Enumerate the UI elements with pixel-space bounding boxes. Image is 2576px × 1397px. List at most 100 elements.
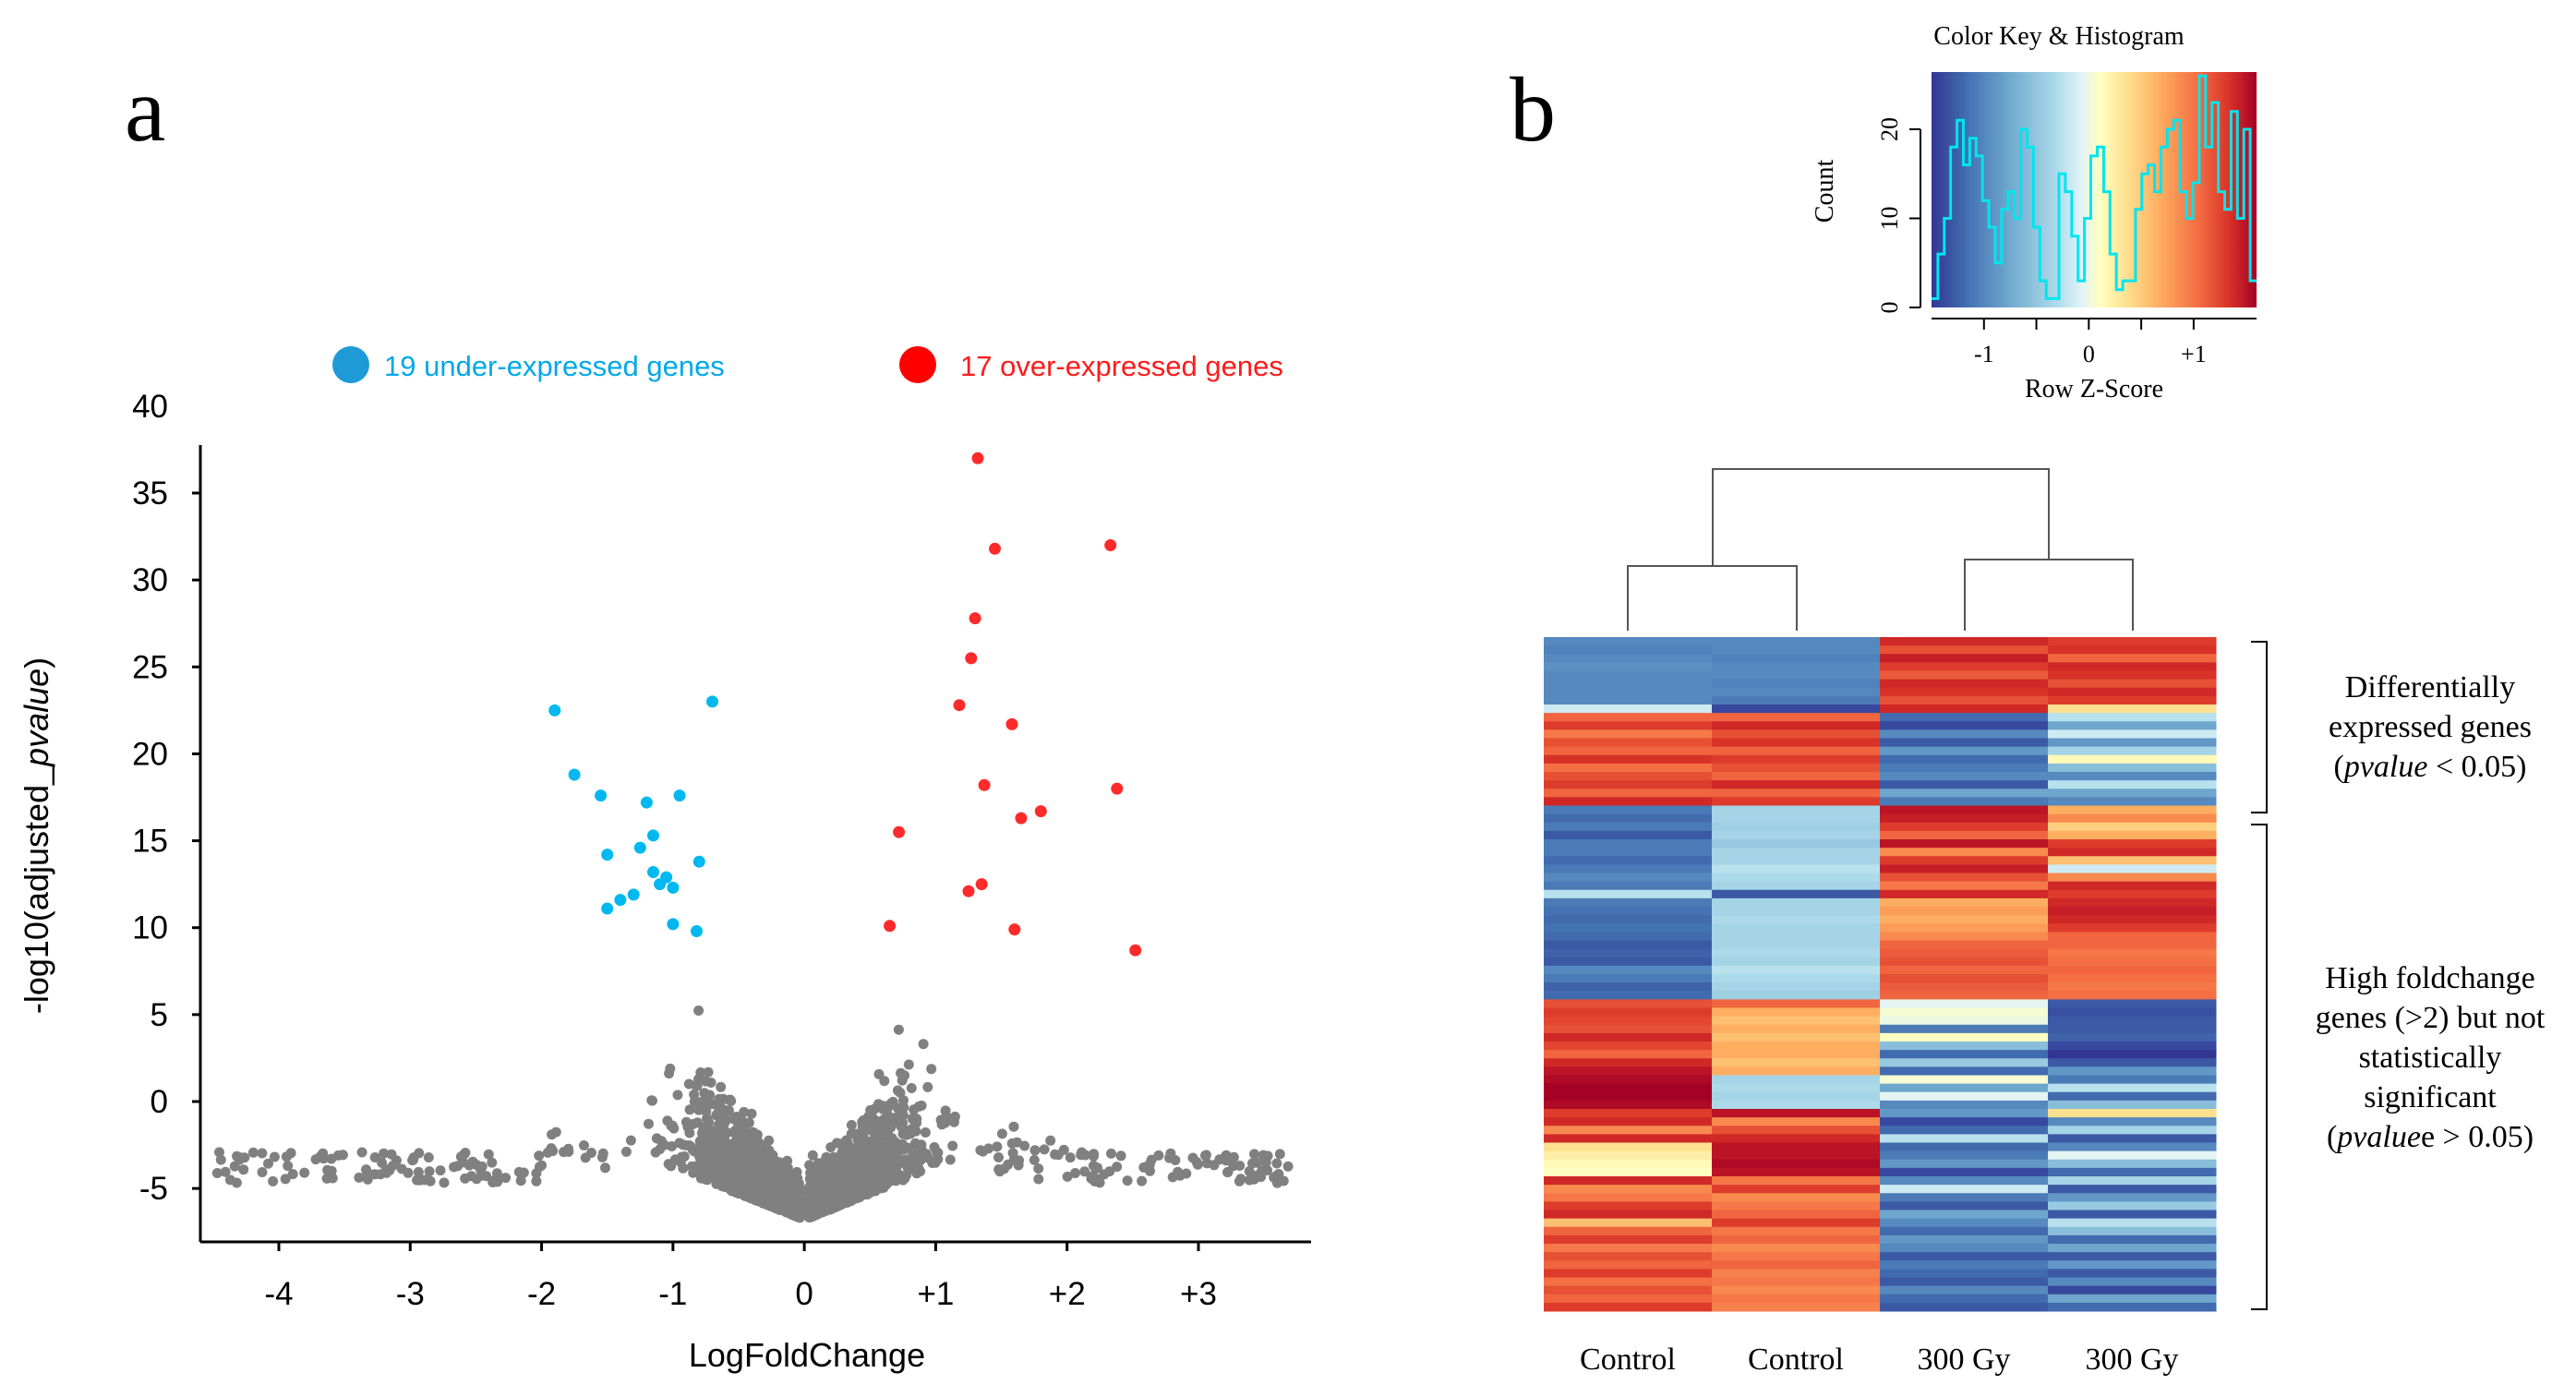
heatmap-cell [1544, 1201, 1713, 1211]
heatmap-cell [1712, 1159, 1881, 1169]
heatmap-cell [1712, 1042, 1881, 1051]
heatmap-cell [1544, 1150, 1713, 1161]
ns-gene-point [375, 1169, 386, 1180]
heatmap-cell [2048, 797, 2217, 807]
heatmap-cell [1880, 721, 2049, 730]
over-expressed-point [1005, 717, 1018, 730]
ns-gene-point [922, 1081, 933, 1092]
heatmap-cell [1712, 813, 1881, 824]
ns-gene-point [754, 1191, 765, 1202]
heatmap-cell [1880, 746, 2049, 756]
ns-gene-point [807, 1150, 818, 1161]
heatmap-column-labels: Control Control 300 Gy 300 Gy [1580, 1343, 2178, 1377]
heatmap-cell [2048, 813, 2217, 824]
under-expressed-point [633, 841, 646, 854]
heatmap-cell [1544, 982, 1713, 992]
under-expressed-point [647, 866, 659, 878]
heatmap-cell [1880, 654, 2049, 663]
heatmap-cell [2048, 923, 2217, 933]
color-key-ticks: -1 0 +1 0 10 20 [1876, 117, 2207, 367]
ns-gene-point [781, 1186, 792, 1197]
heatmap-cell [2048, 907, 2217, 916]
ns-gene-point [684, 1127, 695, 1138]
y-ticks: -5 0 5 10 15 20 25 30 35 40 [132, 389, 200, 1207]
ns-gene-point [930, 1157, 941, 1168]
heatmap-cell [1712, 1252, 1881, 1261]
heatmap-cell [2048, 1075, 2217, 1085]
ns-gene-point [699, 1088, 710, 1099]
ns-gene-point [483, 1149, 494, 1160]
ns-gene-point [1234, 1175, 1245, 1186]
heatmap-cell [2048, 1185, 2217, 1194]
ns-gene-point [812, 1185, 823, 1196]
heatmap-cell [1544, 965, 1713, 975]
ns-gene-point [871, 1182, 882, 1193]
ns-gene-point [534, 1150, 545, 1162]
heatmap-cell [1544, 813, 1713, 824]
ns-gene-point [861, 1189, 873, 1200]
ns-gene-point [676, 1151, 687, 1162]
ns-gene-point [743, 1117, 754, 1128]
ns-gene-point [837, 1145, 849, 1156]
heatmap-cell [1712, 705, 1881, 714]
ns-gene-point [550, 1126, 561, 1138]
over-expressed-point [1129, 944, 1142, 957]
differential-line-2: expressed genes [2329, 710, 2532, 744]
heatmap-cell [1544, 654, 1713, 663]
ns-gene-point [898, 1095, 909, 1106]
heatmap-cell [1712, 830, 1881, 840]
heatmap-cell [1544, 1260, 1713, 1270]
heatmap-cell [1880, 889, 2049, 899]
ns-gene-point [892, 1138, 903, 1150]
heatmap-cell [1544, 1302, 1713, 1312]
ns-gene-point [379, 1148, 390, 1159]
heatmap-cell [1880, 1176, 2049, 1186]
heatmap-cell [1544, 999, 1713, 1009]
heatmap-cell [1880, 999, 2049, 1009]
heatmap-cell [1544, 1159, 1713, 1169]
heatmap-cell [1544, 695, 1713, 705]
ns-gene-point [419, 1174, 430, 1186]
ns-gene-point [423, 1152, 434, 1162]
heatmap-cell [2048, 1142, 2217, 1152]
heatmap-cell [1880, 915, 2049, 924]
y-tick-label: 20 [132, 736, 168, 772]
heatmap-cell [1544, 897, 1713, 908]
heatmap-cell [1712, 1126, 1881, 1135]
ns-gene-point [620, 1146, 632, 1157]
heatmap-cell [1544, 1058, 1713, 1067]
key-x-tick-label: +1 [2181, 341, 2207, 367]
heatmap-cell [1712, 1176, 1881, 1186]
ns-gene-point [857, 1163, 868, 1174]
ns-gene-point [424, 1166, 435, 1177]
heatmap-cell [2048, 746, 2217, 756]
heatmap-cell [1544, 948, 1713, 958]
ns-gene-point [1008, 1121, 1019, 1132]
heatmap-cell [1880, 1075, 2049, 1085]
y-tick-label: 25 [132, 649, 168, 685]
ns-gene-point [332, 1150, 343, 1161]
heatmap-cell [1880, 1024, 2049, 1034]
ns-gene-point [1137, 1175, 1148, 1186]
heatmap-cell [1544, 1252, 1713, 1261]
heatmap-cell [1712, 1226, 1881, 1236]
heatmap-cell [1712, 1100, 1881, 1110]
heatmap-cell [2048, 982, 2217, 992]
ns-gene-point [220, 1166, 231, 1177]
heatmap-cell [1880, 1234, 2049, 1245]
heatmap-cell [1880, 1042, 2049, 1051]
heatmap-cell [2048, 1302, 2217, 1312]
heatmap-cell [1880, 754, 2049, 765]
ns-gene-point [299, 1167, 310, 1178]
ns-gene-point [1079, 1166, 1090, 1177]
heatmap-cell [1880, 695, 2049, 705]
ns-gene-point [768, 1186, 779, 1197]
heatmap-cell [2048, 738, 2217, 748]
heatmap-cell [1712, 1150, 1881, 1161]
legend-under-label: 19 under-expressed genes [384, 350, 725, 382]
ns-gene-point [515, 1175, 526, 1186]
ns-gene-point [877, 1103, 888, 1114]
heatmap-cell [1880, 789, 2049, 798]
heatmap-cell [2048, 805, 2217, 815]
ns-gene-point [983, 1143, 994, 1154]
